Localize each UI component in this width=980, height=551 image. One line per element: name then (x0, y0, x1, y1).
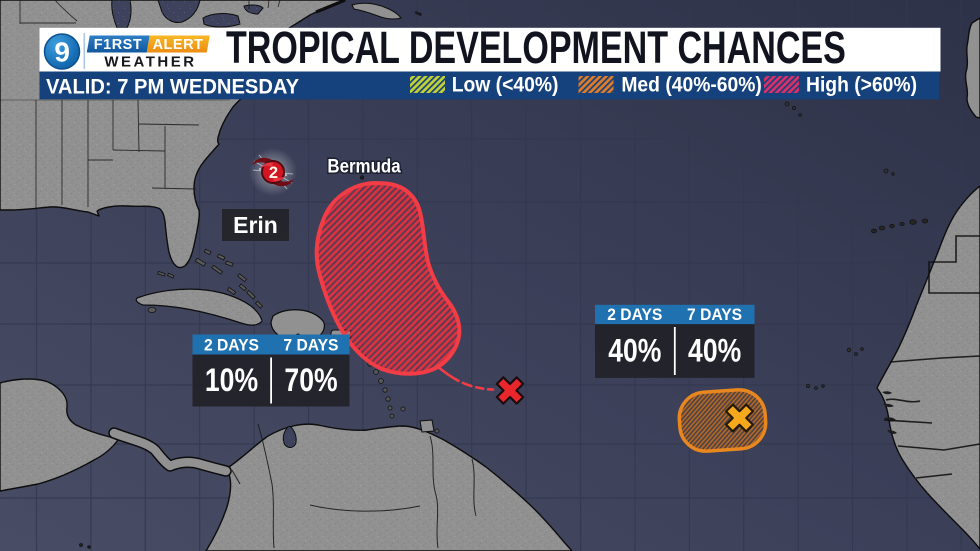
svg-text:TROPICAL DEVELOPMENT CHANCES: TROPICAL DEVELOPMENT CHANCES (226, 24, 846, 74)
svg-text:ALERT: ALERT (153, 37, 204, 53)
svg-text:2: 2 (269, 164, 278, 182)
svg-text:2 DAYS: 2 DAYS (607, 306, 662, 325)
svg-text:7 DAYS: 7 DAYS (283, 336, 338, 355)
svg-text:Low (<40%): Low (<40%) (452, 74, 559, 97)
svg-text:Med (40%-60%): Med (40%-60%) (621, 74, 761, 97)
svg-text:9: 9 (54, 37, 70, 68)
svg-text:Erin: Erin (233, 212, 278, 238)
svg-text:High (>60%): High (>60%) (806, 74, 917, 97)
svg-text:VALID: 7 PM WEDNESDAY: VALID: 7 PM WEDNESDAY (46, 75, 299, 98)
svg-text:Bermuda: Bermuda (327, 156, 401, 177)
svg-text:2 DAYS: 2 DAYS (204, 336, 259, 355)
svg-text:F1RST: F1RST (94, 37, 142, 53)
svg-text:40%: 40% (688, 333, 741, 369)
svg-text:WEATHER: WEATHER (104, 54, 196, 71)
svg-text:40%: 40% (608, 333, 661, 369)
svg-text:10%: 10% (205, 363, 258, 399)
svg-text:70%: 70% (284, 363, 337, 399)
svg-text:7 DAYS: 7 DAYS (687, 306, 742, 325)
